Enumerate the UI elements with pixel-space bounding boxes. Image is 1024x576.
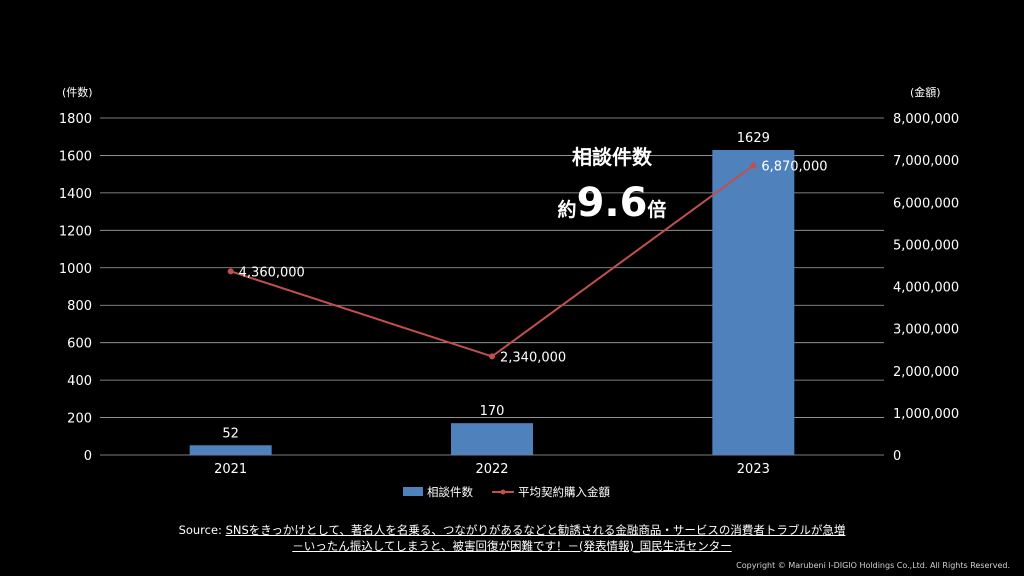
x-tick-label: 2022 [475,462,508,477]
right-tick-label: 7,000,000 [893,154,959,169]
left-tick-label: 1400 [59,187,92,202]
callout-prefix: 約 [558,198,577,221]
left-tick-label: 1600 [59,149,92,164]
source-link-2[interactable]: －いったん振込してしまうと、被害回復が困難です！－(発表情報)_国民生活センター [292,539,732,553]
x-tick-label: 2023 [737,462,770,477]
bar-data-label: 52 [222,426,239,441]
source-link-1[interactable]: SNSをきっかけとして、著名人を名乗る、つながりがあるなどと勧誘される金融商品・… [225,523,846,537]
right-tick-label: 6,000,000 [893,196,959,211]
bar-data-label: 1629 [737,131,770,146]
x-tick-label: 2021 [214,462,247,477]
callout-value: 9.6 [577,180,648,226]
bar-series: 52 170 1629 [189,131,795,455]
right-tick-label: 1,000,000 [893,407,959,422]
left-axis-ticks: 0 200 400 600 800 1000 1200 1400 1600 1800 [59,112,92,464]
callout-suffix: 倍 [647,198,666,221]
right-tick-label: 0 [893,449,901,464]
source-line-1: Source: SNSをきっかけとして、著名人を名乗る、つながりがあるなどと勧誘… [0,522,1024,538]
right-tick-label: 2,000,000 [893,365,959,380]
legend-line-marker [500,489,506,495]
callout: 相談件数 約9.6倍 [558,145,667,226]
right-axis-unit: (金額) [910,85,941,99]
line-marker [227,268,234,275]
source-prefix: Source: [178,523,226,537]
right-tick-label: 4,000,000 [893,281,959,296]
left-tick-label: 1800 [59,112,92,127]
line-path [230,164,754,358]
legend-bar-label: 相談件数 [427,485,473,499]
x-axis-ticks: 2021 2022 2023 [214,462,770,477]
bar-data-label: 170 [480,404,505,419]
source-line-2: －いったん振込してしまうと、被害回復が困難です！－(発表情報)_国民生活センター [0,538,1024,554]
line-data-label: 4,360,000 [239,265,305,280]
copyright-notice: Copyright © Marubeni I-DIGIO Holdings Co… [736,561,1010,570]
line-marker [489,353,495,360]
callout-title: 相談件数 [572,145,653,169]
bar [712,150,795,455]
left-tick-label: 0 [84,449,92,464]
line-series: 4,360,000 2,340,000 6,870,000 [227,160,828,365]
line-data-label: 2,340,000 [500,350,566,365]
line-data-label: 6,870,000 [761,160,827,175]
left-tick-label: 1200 [59,224,92,239]
grid-lines [100,117,884,456]
left-tick-label: 200 [67,412,92,427]
line-marker [750,162,757,169]
right-axis-ticks: 0 1,000,000 2,000,000 3,000,000 4,000,000 5,0… [893,112,959,464]
left-tick-label: 1000 [59,262,92,277]
source-citation: Source: SNSをきっかけとして、著名人を名乗る、つながりがあるなどと勧誘… [0,522,1024,554]
right-tick-label: 5,000,000 [893,238,959,253]
left-tick-label: 800 [67,299,92,314]
bar [451,423,533,455]
callout-ratio: 約9.6倍 [558,180,667,226]
right-tick-label: 3,000,000 [893,323,959,338]
legend-line-label: 平均契約購入金額 [518,485,610,499]
left-tick-label: 400 [67,374,92,389]
bar [189,445,272,455]
legend: 相談件数 平均契約購入金額 [403,485,610,499]
left-tick-label: 600 [67,337,92,352]
right-tick-label: 8,000,000 [893,112,959,127]
legend-bar-swatch [403,487,423,496]
left-axis-unit: (件数) [62,86,93,99]
